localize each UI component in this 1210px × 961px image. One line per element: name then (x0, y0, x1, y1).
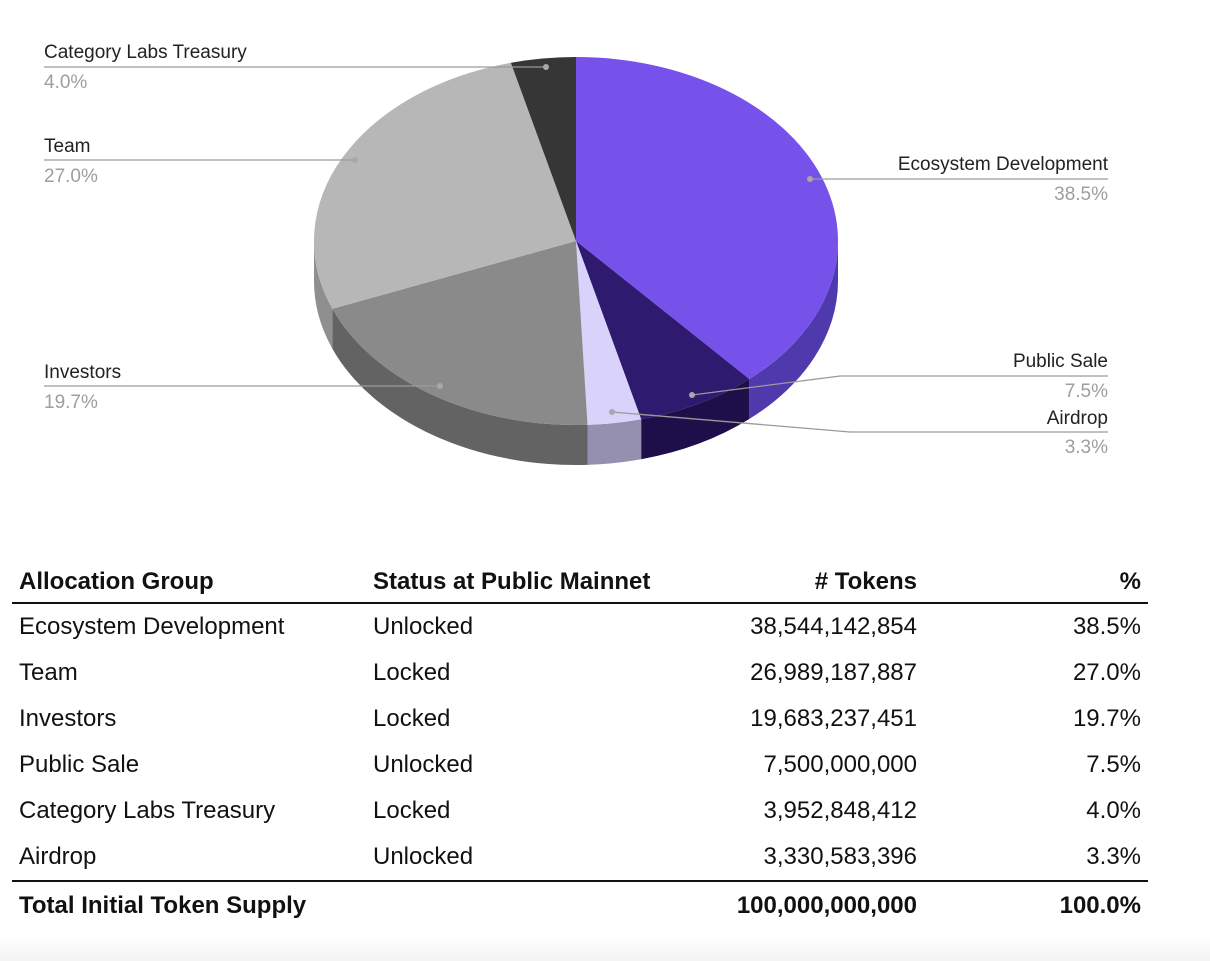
cell-group: Team (19, 659, 78, 686)
cell-tokens: 3,330,583,396 (763, 843, 917, 870)
slice-label-investors: Investors (44, 362, 121, 383)
cell-group: Public Sale (19, 751, 140, 778)
cell-percent: 27.0% (1072, 659, 1141, 686)
total-label: Total Initial Token Supply (12, 880, 366, 930)
cell-status: Unlocked (373, 751, 474, 778)
page-bottom-band (0, 935, 1210, 961)
table-row: Category Labs Treasury Locked 3,952,848,41… (12, 788, 1148, 834)
leader-dot-airdrop (609, 409, 615, 415)
header-allocation-group: Allocation Group (12, 562, 366, 604)
table-row: Team Locked 26,989,187,887 27.0% (12, 650, 1148, 696)
cell-status: Locked (373, 705, 451, 732)
slice-percent-team: 27.0% (44, 166, 98, 187)
cell-group: Ecosystem Development (19, 613, 285, 640)
leader-dot-ecosystem-development (807, 176, 813, 182)
cell-status: Unlocked (373, 843, 474, 870)
total-status (366, 880, 680, 930)
slice-label-category-labs-treasury: Category Labs Treasury (44, 42, 247, 63)
slice-label-team: Team (44, 136, 90, 157)
allocation-table: Allocation Group Status at Public Mainne… (12, 562, 1148, 930)
leader-dot-category-labs-treasury (543, 64, 549, 70)
pie-side-investors (332, 308, 588, 465)
table-row: Airdrop Unlocked 3,330,583,396 3.3% (12, 834, 1148, 881)
cell-tokens: 19,683,237,451 (750, 705, 917, 732)
cell-percent: 4.0% (1086, 797, 1141, 824)
pie-slice-public-sale[interactable] (576, 241, 750, 420)
leader-line-airdrop (611, 411, 1108, 433)
pie-slice-team[interactable] (313, 62, 576, 309)
cell-tokens: 38,544,142,854 (750, 613, 917, 640)
table-row: Public Sale Unlocked 7,500,000,000 7.5% (12, 742, 1148, 788)
table-row: Investors Locked 19,683,237,451 19.7% (12, 696, 1148, 742)
header-status: Status at Public Mainnet (366, 562, 680, 604)
cell-tokens: 3,952,848,412 (763, 797, 917, 824)
leader-dot-public-sale (689, 392, 695, 398)
cell-group: Category Labs Treasury (19, 797, 276, 824)
leader-dot-investors (437, 383, 443, 389)
cell-percent: 38.5% (1072, 613, 1141, 640)
cell-tokens: 7,500,000,000 (763, 751, 917, 778)
slice-percent-category-labs-treasury: 4.0% (44, 72, 87, 93)
leader-dot-team (352, 157, 358, 163)
leader-line-public-sale (691, 375, 1108, 396)
header-percent: % (924, 562, 1148, 604)
slice-percent-airdrop: 3.3% (1065, 437, 1108, 458)
cell-percent: 7.5% (1086, 751, 1141, 778)
pie-side-team (314, 241, 333, 349)
total-percent: 100.0% (924, 880, 1148, 930)
table-row: Ecosystem Development Unlocked 38,544,142,… (12, 603, 1148, 650)
pie-slice-ecosystem-development[interactable] (576, 57, 839, 380)
cell-percent: 3.3% (1086, 843, 1141, 870)
header-tokens: # Tokens (680, 562, 924, 604)
cell-group: Airdrop (19, 843, 97, 870)
slice-percent-public-sale: 7.5% (1065, 381, 1108, 402)
pie-side-ecosystem-development (749, 241, 838, 420)
pie-slice-investors[interactable] (332, 241, 588, 425)
table-header-row: Allocation Group Status at Public Mainne… (12, 562, 1148, 604)
cell-tokens: 26,989,187,887 (750, 659, 917, 686)
pie-slice-airdrop[interactable] (576, 241, 642, 425)
pie-side-airdrop (587, 419, 642, 465)
cell-status: Locked (373, 659, 451, 686)
slice-label-airdrop: Airdrop (1047, 408, 1108, 429)
pie-chart: Ecosystem Development 38.5% Public Sale 7.5… (44, 42, 1109, 465)
table-total-row: Total Initial Token Supply 100,000,000,00… (12, 880, 1148, 930)
cell-status: Locked (373, 797, 451, 824)
total-tokens: 100,000,000,000 (680, 880, 924, 930)
cell-group: Investors (19, 705, 117, 732)
slice-percent-ecosystem-development: 38.5% (1054, 184, 1108, 205)
cell-percent: 19.7% (1072, 705, 1141, 732)
cell-status: Unlocked (373, 613, 474, 640)
slice-label-public-sale: Public Sale (1013, 351, 1108, 372)
pie-slice-category-labs-treasury[interactable] (510, 57, 576, 241)
slice-percent-investors: 19.7% (44, 392, 98, 413)
slice-label-ecosystem-development: Ecosystem Development (898, 154, 1109, 175)
